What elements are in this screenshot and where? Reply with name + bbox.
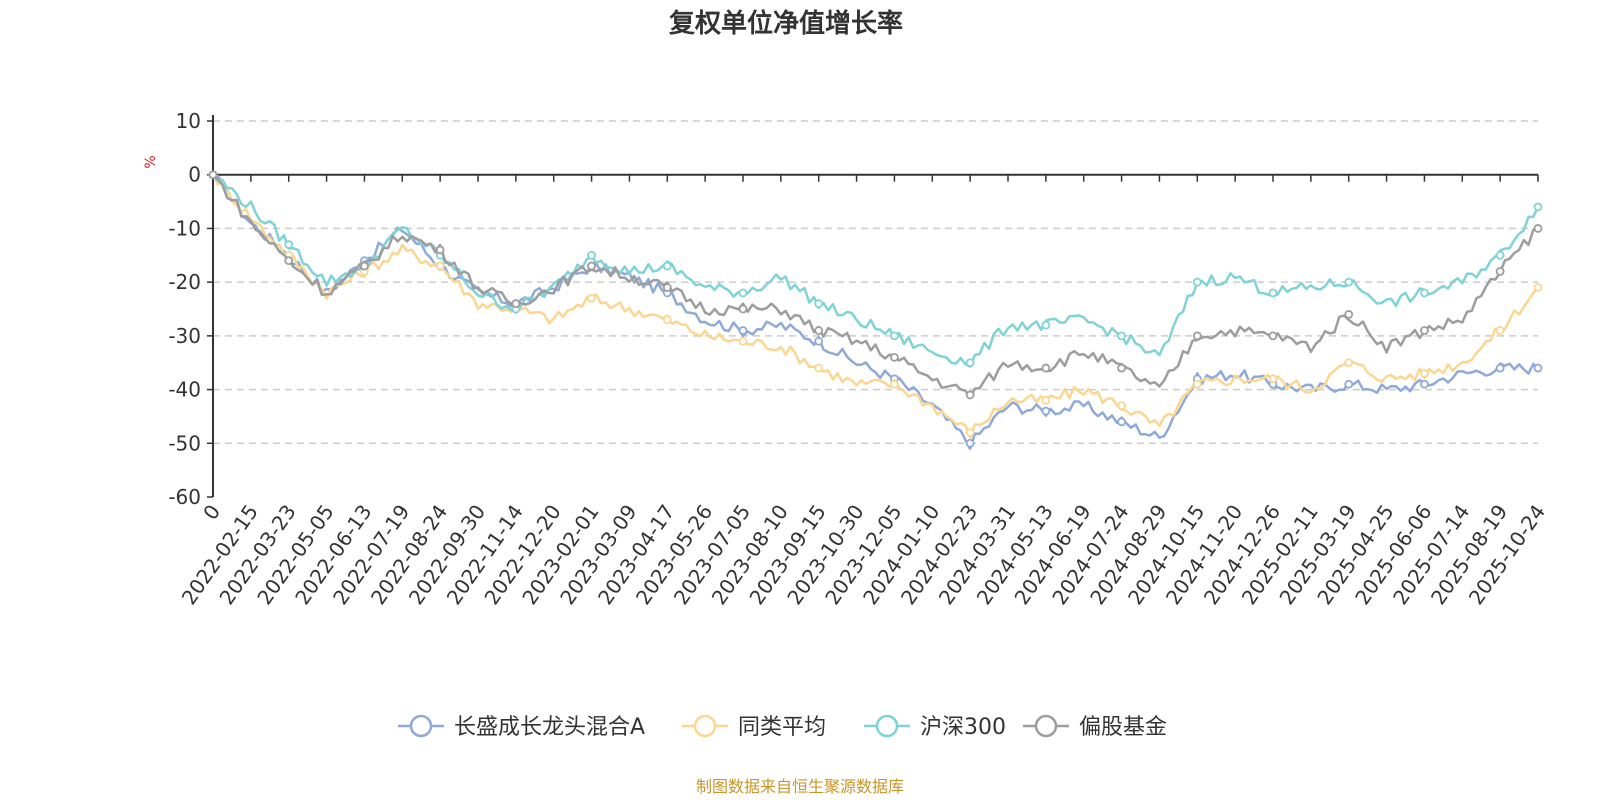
legend-label: 长盛成长龙头混合A [454, 715, 645, 740]
legend[interactable]: 长盛成长龙头混合A 同类平均 沪深300 偏股基金 [398, 714, 1167, 740]
data-point [1344, 379, 1354, 389]
data-point [1117, 401, 1126, 411]
data-point [965, 358, 975, 368]
data-point [738, 288, 748, 298]
data-point [1495, 363, 1505, 373]
data-point [1533, 363, 1543, 373]
data-point [587, 293, 596, 303]
x-tick-label: 0 [198, 500, 225, 524]
data-point [1344, 309, 1354, 319]
data-point [1344, 277, 1354, 287]
source-note: 制图数据来自恒生聚源数据库 [696, 777, 904, 796]
data-point [360, 261, 369, 271]
y-tick-label: -20 [168, 270, 201, 294]
data-point [814, 336, 824, 346]
data-point [1420, 369, 1429, 378]
data-point [1268, 331, 1278, 341]
legend-item-2[interactable]: 沪深300 [864, 714, 1006, 740]
data-point [1192, 277, 1202, 287]
data-point [1533, 202, 1543, 212]
data-point [1495, 326, 1505, 335]
legend-label: 偏股基金 [1079, 715, 1167, 740]
data-point [1420, 326, 1429, 335]
legend-marker [875, 714, 899, 738]
series-0 [208, 170, 1543, 451]
legend-marker [409, 714, 433, 738]
data-point [1192, 331, 1202, 341]
data-point [1495, 250, 1505, 260]
data-point [662, 315, 672, 325]
data-point [1041, 406, 1051, 416]
series-line [212, 173, 1539, 400]
series-line [211, 174, 1539, 439]
data-point [1117, 417, 1126, 427]
y-tick-label: -40 [168, 378, 201, 402]
legend-item-3[interactable]: 偏股基金 [1023, 714, 1167, 740]
data-point [1268, 288, 1278, 298]
data-point [890, 331, 899, 341]
data-point [1117, 363, 1126, 373]
data-point [1117, 331, 1126, 341]
data-point [284, 240, 294, 249]
data-point [587, 250, 596, 260]
data-point [1041, 363, 1051, 373]
data-point [738, 304, 748, 314]
legend-label: 同类平均 [738, 715, 826, 740]
legend-marker [1034, 714, 1058, 738]
data-point [965, 438, 975, 448]
series-2 [208, 170, 1543, 368]
data-point [1533, 283, 1543, 292]
data-point [1041, 320, 1051, 330]
data-point [965, 390, 975, 400]
series-1 [208, 170, 1543, 439]
data-point [890, 352, 899, 362]
data-point [965, 428, 975, 437]
series-line [212, 173, 1540, 368]
chart-title: 复权单位净值增长率 [669, 8, 903, 39]
legend-label: 沪深300 [920, 715, 1006, 740]
data-point [1420, 379, 1429, 389]
data-point [1533, 224, 1543, 233]
data-point [662, 283, 672, 292]
y-axis-label: % [143, 155, 159, 168]
data-point [284, 256, 294, 266]
legend-item-1[interactable]: 同类平均 [682, 714, 826, 740]
data-point [1268, 374, 1278, 384]
data-point [814, 299, 824, 309]
y-tick-label: 10 [176, 109, 201, 133]
x-axis: 02022-02-152022-03-232022-05-052022-06-1… [177, 173, 1550, 609]
data-point [511, 299, 521, 309]
legend-marker [693, 714, 717, 738]
data-point [738, 336, 748, 346]
y-tick-label: -50 [168, 431, 201, 455]
data-point [1192, 379, 1202, 389]
data-point [662, 261, 672, 271]
legend-item-0[interactable]: 长盛成长龙头混合A [398, 714, 645, 740]
data-point [814, 326, 824, 335]
data-point [1495, 266, 1505, 276]
y-axis: 10 0 -10 -20 -30 -40 -50 -60 [168, 109, 214, 509]
y-tick-label: -10 [168, 216, 201, 240]
series-3 [208, 170, 1543, 400]
series-group [208, 170, 1543, 451]
data-point [814, 363, 824, 373]
y-tick-label: -30 [168, 324, 201, 348]
series-line [212, 173, 1539, 451]
data-point [738, 326, 748, 335]
y-tick-label: 0 [188, 163, 201, 187]
gridlines [213, 120, 1538, 445]
data-point [587, 261, 596, 271]
data-point [1420, 288, 1429, 298]
data-point [435, 261, 445, 271]
data-point [890, 379, 899, 389]
data-point [1041, 395, 1051, 405]
data-point [1344, 358, 1354, 368]
y-tick-label: -60 [168, 485, 201, 509]
data-point [208, 170, 218, 180]
data-point [435, 245, 445, 255]
